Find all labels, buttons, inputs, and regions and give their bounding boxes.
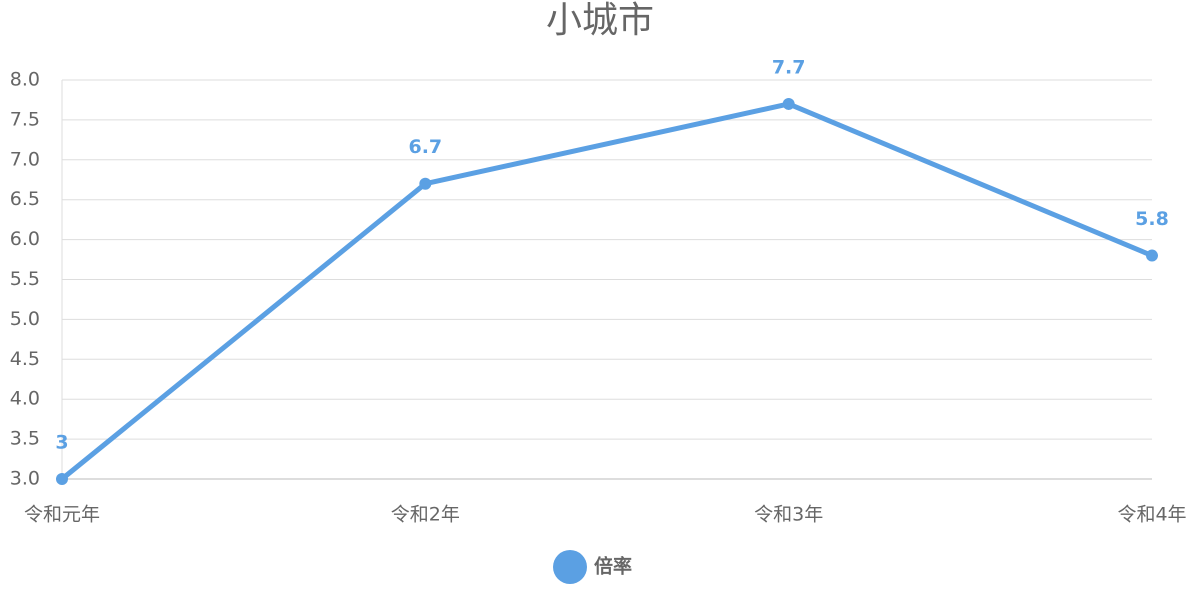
y-tick-label: 5.5 [10,268,40,290]
x-tick-label: 令和2年 [391,504,460,526]
legend-marker [553,550,587,584]
y-tick-label: 6.5 [10,188,40,210]
y-tick-label: 4.0 [10,388,40,410]
point [1146,249,1158,262]
data-label: 7.7 [772,56,806,78]
point [419,177,432,190]
data-label: 3 [55,432,68,454]
point [56,473,68,485]
y-tick-label: 5.0 [10,308,40,330]
data-label: 6.7 [408,136,442,158]
x-tick-label: 令和3年 [754,504,823,526]
legend-label: 倍率 [594,555,632,578]
x-tick-label: 令和元年 [24,504,100,526]
y-tick-label: 4.5 [10,348,40,370]
line [60,101,1153,481]
chart-title: 小城市 [546,0,654,41]
data-label: 5.8 [1135,208,1169,230]
y-tick-label: 3.5 [10,428,40,450]
y-tick-label: 8.0 [10,69,40,91]
point [782,97,795,110]
y-tick-label: 6.0 [10,228,40,250]
y-tick-label: 7.5 [10,108,40,130]
y-tick-label: 7.0 [10,148,40,170]
x-tick-label: 令和4年 [1117,504,1186,526]
y-tick-label: 3.0 [10,468,40,490]
